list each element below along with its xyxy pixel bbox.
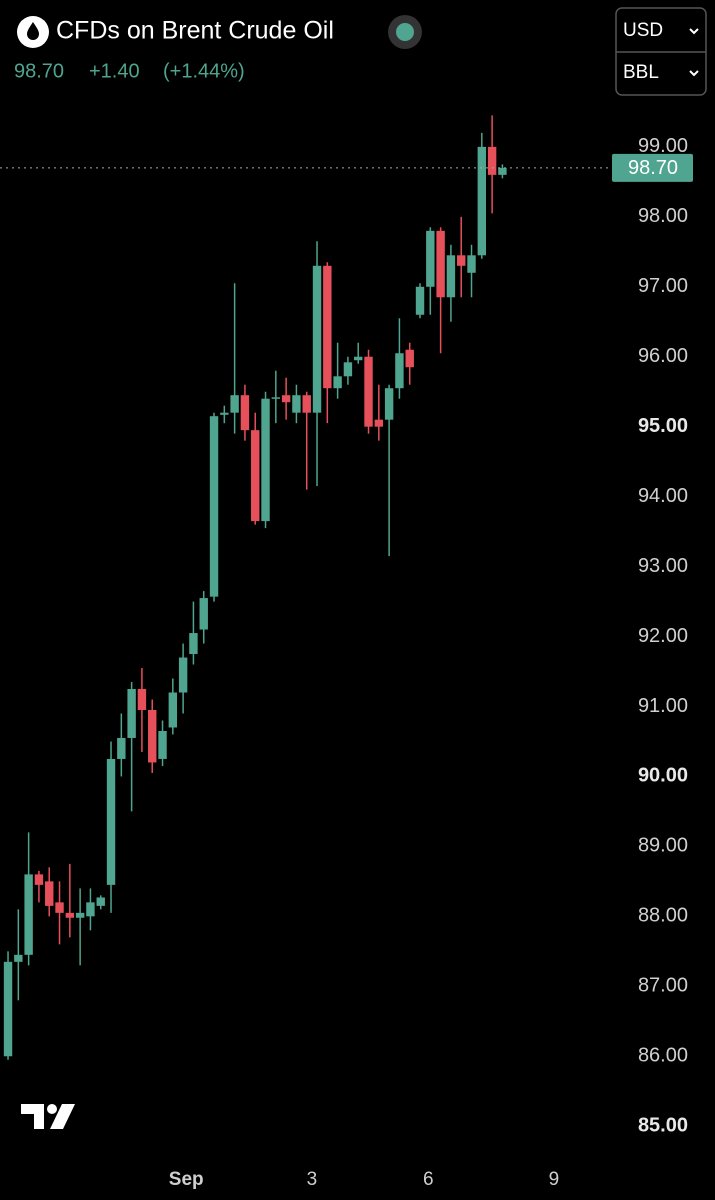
- unit-selector[interactable]: BBL: [623, 62, 659, 83]
- x-tick-label: 6: [423, 1169, 434, 1190]
- y-tick-label: 98.00: [638, 205, 688, 227]
- candle-body: [436, 230, 445, 298]
- candle-body: [106, 758, 116, 885]
- candle-body: [292, 395, 301, 413]
- candle-body: [415, 286, 425, 315]
- x-tick-label: 9: [549, 1169, 560, 1190]
- candle-body: [426, 230, 435, 287]
- logo-part: [47, 1104, 57, 1114]
- candle-body: [302, 395, 311, 413]
- candle-body: [354, 356, 363, 361]
- candle-body: [3, 961, 13, 1057]
- change: +1.40: [89, 60, 140, 82]
- candle-body: [34, 874, 44, 885]
- y-tick-label: 93.00: [638, 555, 688, 577]
- candle-body: [343, 362, 353, 377]
- candle-body: [405, 349, 414, 368]
- candle-body: [199, 598, 208, 630]
- y-tick-label: 92.00: [638, 625, 688, 647]
- y-tick-label: 87.00: [638, 975, 688, 997]
- candle-body: [261, 398, 270, 522]
- x-tick-label: 3: [307, 1169, 318, 1190]
- candle-body: [251, 430, 260, 522]
- currency-selector[interactable]: USD: [623, 20, 663, 41]
- candle-body: [168, 692, 178, 728]
- candle-body: [312, 265, 322, 413]
- candle-body: [24, 874, 33, 955]
- candle-body: [127, 689, 136, 738]
- candle-body: [498, 167, 507, 175]
- change-pct: (+1.44%): [163, 60, 245, 82]
- candle-body: [117, 737, 126, 759]
- x-tick-label: Sep: [169, 1169, 204, 1190]
- y-tick-label: 88.00: [638, 905, 688, 927]
- candle-body: [55, 902, 64, 913]
- y-tick-label: 91.00: [638, 695, 688, 717]
- y-tick-label: 90.00: [638, 765, 688, 787]
- chevron: [689, 70, 699, 77]
- last-price-badge: [612, 153, 693, 182]
- candle-body: [364, 356, 373, 427]
- candle-body: [148, 709, 157, 763]
- candle-body: [178, 657, 188, 693]
- selector-box[interactable]: USD BBL: [615, 7, 707, 96]
- chevron: [689, 28, 699, 35]
- candle-body: [14, 954, 23, 962]
- y-tick-label: 97.00: [638, 275, 688, 297]
- candle-body: [65, 912, 75, 918]
- y-tick-label: 89.00: [638, 835, 688, 857]
- candle-body: [96, 897, 105, 906]
- candle-body: [333, 376, 342, 389]
- candle-body: [189, 633, 198, 655]
- y-tick-label: 95.00: [638, 415, 688, 437]
- candle-body: [230, 395, 239, 413]
- y-tick-label: 94.00: [638, 485, 688, 507]
- y-tick-label: 99.00: [638, 135, 688, 157]
- candle-body: [487, 146, 497, 175]
- chart-title: CFDs on Brent Crude Oil: [56, 17, 334, 45]
- candle-body: [86, 902, 95, 917]
- candle-body: [467, 255, 476, 273]
- candle-body: [384, 388, 394, 420]
- tradingview-logo: [21, 1104, 75, 1129]
- candle-body: [240, 395, 250, 431]
- y-tick-label: 85.00: [638, 1114, 688, 1136]
- candle-body: [457, 255, 466, 266]
- candle-body: [281, 395, 291, 403]
- logo-part: [50, 1104, 75, 1129]
- candle-body: [395, 353, 404, 389]
- candle-body: [446, 255, 456, 298]
- last-price-label: 98.70: [628, 157, 678, 179]
- logo-part: [21, 1104, 44, 1129]
- candle-body: [477, 146, 487, 256]
- candle-body: [137, 689, 147, 710]
- status-dot: [396, 23, 414, 41]
- candle-body: [75, 912, 85, 918]
- candle-body: [45, 881, 54, 906]
- candle-body: [323, 265, 332, 389]
- candle-body: [271, 397, 281, 399]
- candle-body: [220, 412, 229, 415]
- candle-body: [158, 730, 167, 759]
- price: 98.70: [14, 60, 64, 82]
- candle-body: [374, 419, 384, 427]
- candle-body: [209, 416, 219, 597]
- y-tick-label: 96.00: [638, 345, 688, 367]
- plot: 85.00 86.00 87.00 88.00 89.00 90.00 91.00 92.00…: [0, 115, 688, 1190]
- drop-icon: [27, 22, 39, 40]
- y-tick-label: 86.00: [638, 1045, 688, 1067]
